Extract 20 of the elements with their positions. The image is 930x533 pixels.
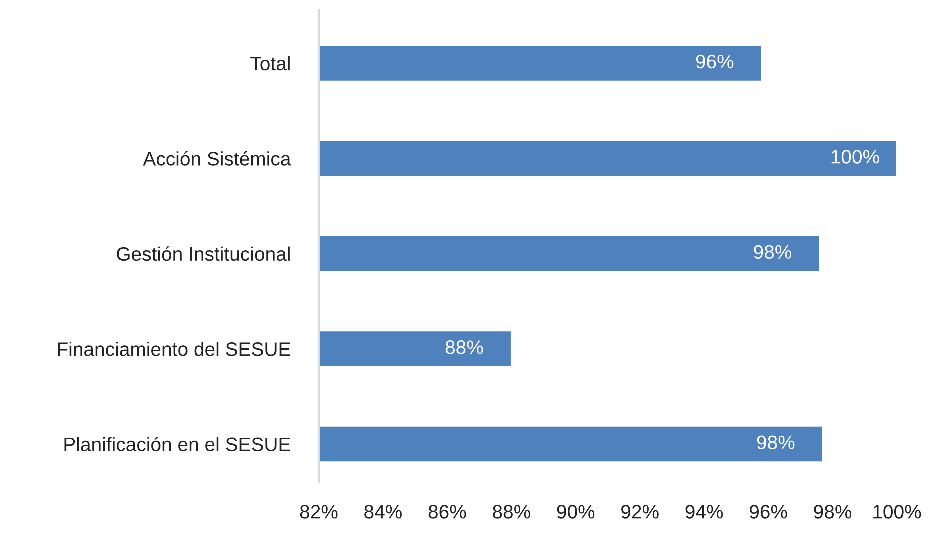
y-tick-label: Financiamiento del SESUE [58, 342, 290, 356]
x-tick-label: 86% [428, 505, 466, 519]
x-tick-label: 100% [874, 505, 922, 519]
data-label: 96% [696, 54, 734, 69]
data-label: 100% [832, 150, 880, 164]
data-label: 88% [446, 340, 484, 354]
x-tick-label: 88% [493, 505, 530, 519]
x-tick-label: 98% [814, 505, 852, 519]
x-tick-label: 90% [557, 505, 595, 519]
x-tick-label: 94% [686, 505, 724, 519]
y-tick-label: Gestión Institucional [117, 246, 290, 262]
x-tick-label: 82% [300, 505, 338, 519]
y-tick-label: Total [250, 56, 290, 71]
y-tick-label: Planificación en el SESUE [64, 437, 290, 452]
x-tick-label: 96% [750, 505, 788, 519]
x-tick-label: 84% [364, 505, 402, 519]
data-label: 98% [757, 436, 795, 450]
y-tick-label: Acción Sistémica [143, 151, 292, 166]
data-label: 98% [754, 245, 792, 260]
x-tick-label: 92% [622, 505, 659, 519]
